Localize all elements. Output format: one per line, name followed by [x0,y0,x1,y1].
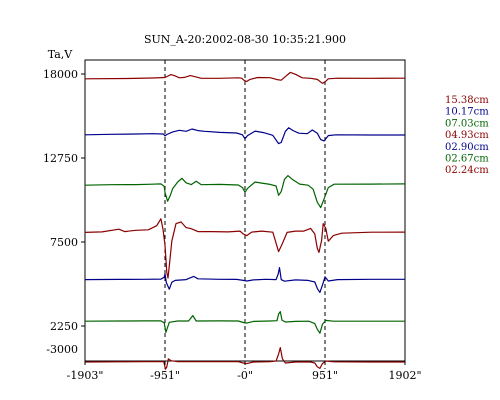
x-tick-label-2: -0" [237,369,253,382]
series-line-6 [84,347,405,370]
legend-label-0: 15.38cm [445,95,489,106]
y-tick-label-1: 2250 [50,320,78,333]
series-line-3 [84,218,406,279]
x-tick-label-0: -1903" [67,369,104,382]
y-axis-label: Ta,V [48,48,74,61]
chart-title: SUN_A-20:2002-08-30 10:35:21.900 [144,33,346,46]
legend-label-6: 02.24cm [445,165,489,176]
y-axis: -3000 2250 7500 12750 18000 [43,68,85,356]
series-lines [84,71,406,370]
reference-lines [164,60,326,369]
y-tick-label-2: 7500 [50,236,78,249]
series-line-4 [84,267,405,293]
x-axis: -1903" -951" -0" 951" 1902" [67,361,422,382]
series-line-5 [84,311,405,334]
series-line-1 [84,127,405,145]
legend: 15.38cm10.17cm07.03cm04.93cm02.90cm02.67… [445,95,489,176]
legend-label-5: 02.67cm [445,154,489,165]
x-tick-label-4: 1902" [388,369,421,382]
series-line-0 [84,71,406,84]
x-tick-label-3: 951" [312,369,338,382]
legend-label-3: 04.93cm [445,130,489,141]
x-tick-label-1: -951" [150,369,180,382]
y-tick-label-3: 12750 [43,152,78,165]
legend-label-2: 07.03cm [445,118,489,129]
y-tick-label-0: -3000 [46,343,78,356]
series-line-2 [84,175,406,209]
legend-label-1: 10.17cm [445,107,489,118]
y-tick-label-4: 18000 [43,68,78,81]
legend-label-4: 02.90cm [445,142,489,153]
